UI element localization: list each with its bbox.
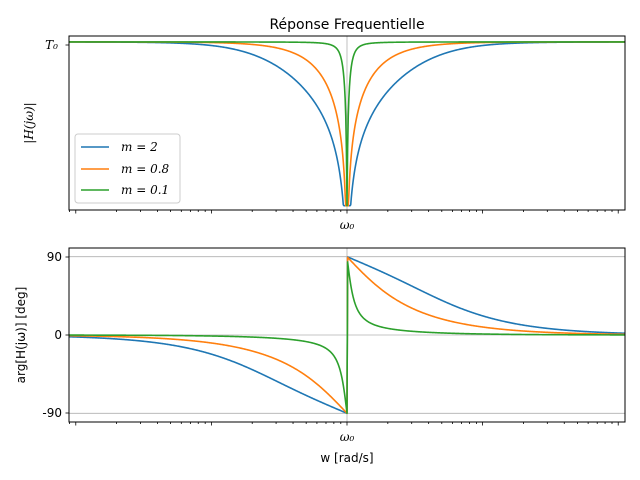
phase-ytick-neg90: -90 — [42, 406, 69, 420]
phase-ytick-label-90: 90 — [47, 250, 62, 264]
legend-frame — [74, 133, 181, 204]
phase-line-m01 — [69, 261, 625, 415]
phase-ytick-90: 90 — [47, 250, 69, 264]
magnitude-axes: Réponse Frequentielle T₀ ω₀ |H(jω)| m = … — [22, 17, 626, 232]
magnitude-series-group — [69, 41, 625, 207]
magnitude-title: Réponse Frequentielle — [269, 17, 424, 33]
legend: m = 2 m = 0.8 m = 0.1 — [74, 133, 181, 204]
phase-xtick-label: ω₀ — [340, 430, 355, 444]
legend-entry-m01: m = 0.1 — [81, 183, 169, 197]
magnitude-xtick-omega0: ω₀ — [340, 210, 355, 232]
phase-ylabel: arg[H(jω)] [deg] — [14, 287, 28, 384]
magnitude-xtick-label: ω₀ — [340, 218, 355, 232]
phase-xlabel: w [rad/s] — [320, 451, 373, 465]
magnitude-ytick-label: T₀ — [45, 38, 58, 52]
phase-ytick-label-neg90: -90 — [42, 406, 62, 420]
legend-entry-m2: m = 2 — [81, 140, 158, 154]
phase-axes: 90 0 -90 ω₀ w [rad/s] arg[H(jω)] [deg] — [14, 247, 626, 465]
phase-ytick-label-0: 0 — [54, 328, 62, 342]
legend-label-m2: m = 2 — [121, 140, 158, 154]
magnitude-ylabel: |H(jω)| — [22, 102, 36, 143]
phase-ytick-0: 0 — [54, 328, 69, 342]
legend-entry-m08: m = 0.8 — [81, 162, 170, 176]
phase-xtick-omega0: ω₀ — [340, 422, 355, 444]
phase-series-group — [69, 256, 625, 415]
magnitude-line-m01 — [69, 41, 625, 207]
magnitude-ytick-t0: T₀ — [45, 38, 69, 52]
legend-label-m08: m = 0.8 — [121, 162, 170, 176]
legend-label-m01: m = 0.1 — [121, 183, 169, 197]
